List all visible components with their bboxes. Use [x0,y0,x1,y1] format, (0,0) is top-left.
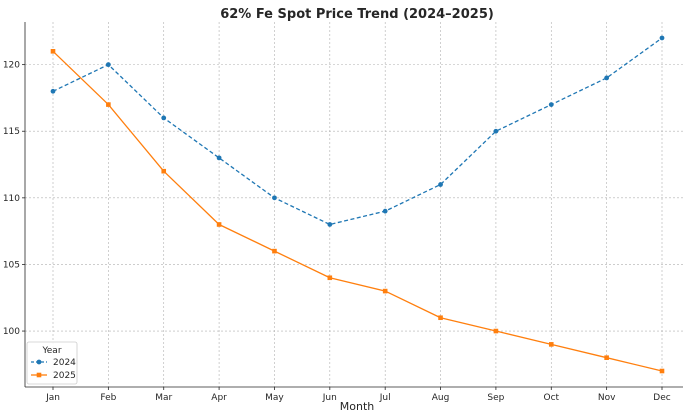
x-tick-label: Feb [100,393,116,403]
data-point-2024 [604,75,610,81]
x-tick-label: Dec [653,393,670,403]
data-point-2024 [659,35,665,41]
data-point-2024 [216,155,222,161]
legend-label: 2024 [53,358,76,368]
legend-entries: 2024 2025 [31,358,76,381]
x-tick-label: Jul [379,393,391,403]
y-tick-label: 100 [3,327,20,337]
series-line-2024 [52,37,663,226]
data-point-2025 [50,49,56,54]
x-tick-label: Mar [155,393,172,403]
data-point-2025 [327,275,333,281]
tick-labels: Jan Feb Mar Apr May Jun Jul Aug Sep Oct Nov Dec 100 1… [3,61,671,403]
data-point-2024 [272,195,277,201]
data-point-2025 [493,328,499,334]
legend-label: 2025 [53,371,76,381]
data-point-2025 [659,368,665,374]
data-point-2025 [106,102,111,107]
data-point-2025 [161,168,167,174]
x-tick-label: May [265,393,284,403]
legend: Year 2024 2025 [26,341,78,385]
legend-swatch-marker [36,372,42,378]
legend-title: Year [41,346,61,356]
data-point-2025 [382,288,388,294]
data-point-2025 [548,342,554,347]
grid [25,22,683,387]
x-tick-label: Nov [598,393,616,403]
y-tick-label: 110 [3,194,20,204]
data-point-2025 [604,355,609,360]
x-tick-label: Aug [432,393,450,403]
legend-swatch-marker [36,359,42,365]
x-tick-label: Jan [45,393,60,403]
data-point-2024 [548,102,554,107]
y-tick-label: 120 [3,61,20,71]
x-tick-label: Jun [322,393,337,403]
data-point-2024 [327,222,333,227]
axes [24,22,683,388]
y-tick-label: 115 [3,127,20,137]
data-point-2024 [50,88,56,94]
x-axis-label: Month [340,400,375,413]
data-point-2025 [272,248,277,254]
series-line-2025 [52,50,663,372]
data-point-2024 [493,128,499,134]
data-point-2024 [105,62,111,68]
series-group [50,35,665,374]
x-tick-label: Oct [543,393,559,403]
data-point-2024 [161,115,167,121]
data-point-2025 [216,222,222,227]
data-point-2024 [438,182,443,187]
chart-title: 62% Fe Spot Price Trend (2024–2025) [220,7,494,22]
x-tick-label: Apr [211,393,227,403]
data-point-2024 [382,208,388,214]
y-tick-label: 105 [3,260,20,270]
data-point-2025 [438,315,443,321]
x-tick-label: Sep [487,393,504,403]
